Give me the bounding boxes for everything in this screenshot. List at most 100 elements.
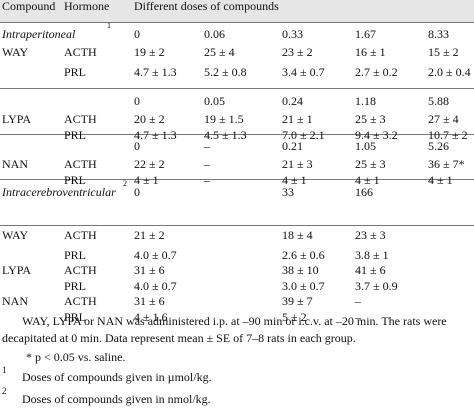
section-label: Intraperitoneal: [2, 27, 76, 41]
dose-cell: 0: [134, 94, 140, 108]
compound-cell: LYPA: [2, 112, 32, 126]
footnote-main-line1: WAY, LYPA or NAN was administered i.p. a…: [22, 314, 447, 328]
hormone-cell: PRL: [64, 128, 87, 142]
value-cell: 4 ± 1: [282, 173, 307, 187]
value-cell: 15 ± 2: [428, 45, 459, 59]
hormone-cell: PRL: [64, 248, 87, 262]
value-cell: 16 ± 1: [355, 45, 386, 59]
value-cell: 31 ± 6: [134, 263, 165, 277]
compound-cell: NAN: [2, 294, 28, 308]
value-cell: 25 ± 3: [355, 112, 386, 126]
dose-cell: 8.33: [428, 27, 449, 41]
hormone-cell: ACTH: [64, 263, 97, 277]
dose-cell: –: [204, 139, 210, 153]
value-cell: –: [204, 173, 210, 187]
value-cell: 7.0 ± 2.1: [282, 128, 325, 142]
value-cell: 4.7 ± 1.3: [134, 65, 177, 79]
value-cell: 4.0 ± 0.7: [134, 279, 177, 293]
footnote-2-mark: 2: [2, 386, 7, 396]
row-divider: [0, 22, 474, 23]
value-cell: 38 ± 10: [282, 263, 319, 277]
row-divider: [0, 225, 474, 226]
dose-cell: 1.67: [355, 27, 376, 41]
footnote-1-text: Doses of compounds given in µmol/kg.: [22, 370, 212, 384]
dose-cell: 0.06: [204, 27, 225, 41]
value-cell: 31 ± 6: [134, 294, 165, 308]
value-cell: 19 ± 2: [134, 45, 165, 59]
value-cell: 3.4 ± 0.7: [282, 65, 325, 79]
value-cell: 19 ± 1.5: [204, 112, 244, 126]
footnote-main-line2: decapitated at 0 min. Data represent mea…: [2, 331, 356, 345]
value-cell: 3.8 ± 1: [355, 248, 389, 262]
section-label: Intracerebroventricular: [2, 185, 116, 199]
footnote-significance: * p < 0.05 vs. saline.: [26, 350, 126, 364]
value-cell: 23 ± 2: [282, 45, 313, 59]
value-cell: 4.0 ± 0.7: [134, 248, 177, 262]
hormone-cell: PRL: [64, 173, 87, 187]
dose-cell: 5.88: [428, 94, 449, 108]
footnote-1-mark: 1: [2, 365, 7, 375]
compound-cell: WAY: [2, 45, 29, 59]
dose-cell: 0.33: [282, 27, 303, 41]
value-cell: 21 ± 3: [282, 157, 313, 171]
compound-cell: LYPA: [2, 263, 32, 277]
value-cell: 9.4 ± 3.2: [355, 128, 398, 142]
dose-cell: 0.05: [204, 94, 225, 108]
hormone-cell: ACTH: [64, 112, 97, 126]
dose-cell: 0: [134, 139, 140, 153]
value-cell: 4 ± 1: [355, 173, 380, 187]
hormone-cell: PRL: [64, 65, 87, 79]
value-cell: 2.6 ± 0.6: [282, 248, 325, 262]
dose-cell: 0.24: [282, 94, 303, 108]
value-cell: 41 ± 6: [355, 263, 386, 277]
value-cell: 20 ± 2: [134, 112, 165, 126]
value-cell: 18 ± 4: [282, 228, 313, 242]
value-cell: 3.7 ± 0.9: [355, 279, 398, 293]
dose-cell: 1.18: [355, 94, 376, 108]
value-cell: 21 ± 1: [282, 112, 313, 126]
row-divider: [0, 88, 474, 89]
hormone-cell: PRL: [64, 310, 87, 324]
value-cell: 25 ± 4: [204, 45, 235, 59]
value-cell: 5 ± 2: [282, 310, 307, 324]
value-cell: 22 ± 2: [134, 157, 165, 171]
value-cell: 4.5 ± 1.3: [204, 128, 247, 142]
value-cell: 4.7 ± 1.3: [134, 128, 177, 142]
value-cell: 2.7 ± 0.2: [355, 65, 398, 79]
value-cell: 4 ± 1.6: [134, 310, 168, 324]
header-doses: Different doses of compounds: [134, 0, 279, 13]
value-cell: 27 ± 4: [428, 112, 459, 126]
hormone-cell: PRL: [64, 279, 87, 293]
value-cell: 5.2 ± 0.8: [204, 65, 247, 79]
footnote-2-text: Doses of compounds given in nmol/kg.: [22, 392, 211, 406]
value-cell: 21 ± 2: [134, 228, 165, 242]
value-cell: 4 ± 1: [428, 173, 453, 187]
dose-cell: 0: [134, 185, 140, 199]
dose-cell: 33: [282, 185, 294, 199]
value-cell: 39 ± 7: [282, 294, 313, 308]
compound-cell: NAN: [2, 157, 28, 171]
dose-cell: 5.26: [428, 139, 449, 153]
value-cell: 4 ± 1: [134, 173, 159, 187]
hormone-cell: ACTH: [64, 157, 97, 171]
row-divider: [0, 179, 474, 180]
dose-cell: 0.21: [282, 139, 303, 153]
value-cell: 3.0 ± 0.7: [282, 279, 325, 293]
dose-cell: 166: [355, 185, 373, 199]
compound-cell: WAY: [2, 228, 29, 242]
hormone-cell: ACTH: [64, 294, 97, 308]
value-cell: –: [355, 310, 361, 324]
value-cell: 2.0 ± 0.4: [428, 65, 471, 79]
value-cell: 36 ± 7*: [428, 157, 465, 171]
value-cell: 10.7 ± 2: [428, 128, 468, 142]
value-cell: 25 ± 3: [355, 157, 386, 171]
header-compound: Compound: [2, 0, 56, 13]
value-cell: 23 ± 3: [355, 228, 386, 242]
dose-cell: 0: [134, 27, 140, 41]
value-cell: –: [204, 157, 210, 171]
header-hormone: Hormone: [64, 0, 110, 13]
value-cell: –: [355, 294, 361, 308]
dose-cell: 1.05: [355, 139, 376, 153]
hormone-cell: ACTH: [64, 228, 97, 242]
